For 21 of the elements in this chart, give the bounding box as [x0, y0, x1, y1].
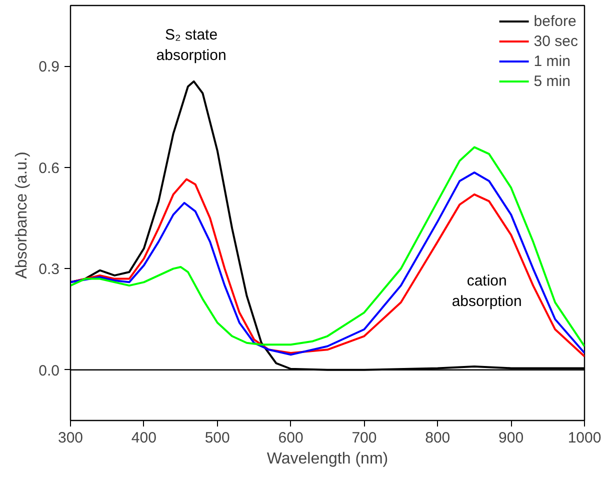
x-tick-label: 700: [352, 430, 377, 446]
y-tick-label: 0.0: [38, 362, 60, 380]
annotation: cation absorption: [452, 272, 522, 310]
legend-label: 30 sec: [534, 32, 578, 50]
x-tick-label: 1000: [568, 430, 602, 446]
x-tick-label: 900: [498, 430, 524, 446]
y-tick-label: 0.3: [38, 261, 60, 278]
x-tick-label: 600: [278, 430, 304, 446]
x-tick-label: 800: [425, 430, 450, 446]
legend-label: before: [534, 12, 576, 30]
y-tick-label: 0.6: [38, 160, 60, 177]
line-series: [70, 146, 584, 348]
x-tick-label: 500: [204, 430, 230, 446]
y-axis-title: Absorbance (a.u.): [14, 152, 31, 279]
y-tick-label: 0.9: [38, 58, 60, 76]
x-tick-label: 300: [58, 430, 84, 446]
legend-label: 5 min: [534, 72, 570, 90]
x-axis-title: Wavelength (nm): [266, 450, 388, 468]
legend-label: 1 min: [534, 52, 570, 70]
annotation: S₂ state absorption: [156, 26, 226, 64]
x-tick-label: 400: [131, 430, 156, 446]
